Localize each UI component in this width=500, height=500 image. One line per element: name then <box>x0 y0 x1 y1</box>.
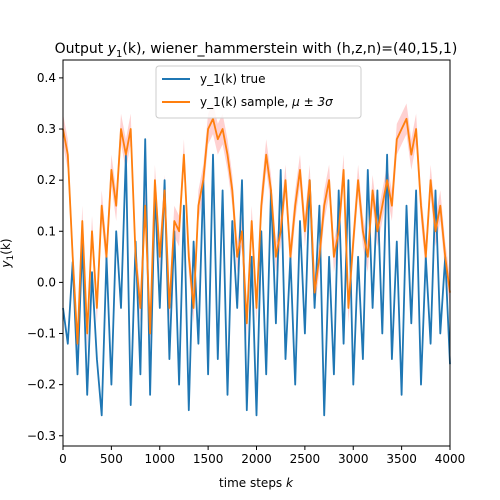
y-tick-label: 0.1 <box>37 224 56 238</box>
y-tick-label: 0.4 <box>37 71 56 85</box>
y-tick-label: 0.3 <box>37 122 56 136</box>
x-tick-label: 2500 <box>290 452 321 466</box>
legend-label-true: y_1(k) true <box>200 72 266 86</box>
x-tick-label: 3500 <box>386 452 417 466</box>
series-lines-layer <box>62 117 451 417</box>
y-tick-label: 0.2 <box>37 173 56 187</box>
y-axis-label: y1(k) <box>0 238 16 268</box>
x-tick-label: 1500 <box>193 452 224 466</box>
y-tick-label: −0.2 <box>27 378 56 392</box>
x-tick-label: 0 <box>59 452 67 466</box>
y-tick-label: 0.0 <box>37 275 56 289</box>
legend: y_1(k) true y_1(k) sample, μ ± 3σ <box>155 65 362 119</box>
legend-label-sample: y_1(k) sample, μ ± 3σ <box>200 95 333 109</box>
chart-title: Output y1(k), wiener_hammerstein with (h… <box>55 41 458 60</box>
y-tick-label: −0.3 <box>27 429 56 443</box>
plot-area <box>62 59 451 447</box>
x-tick-label: 4000 <box>435 452 466 466</box>
x-tick-label: 3000 <box>338 452 369 466</box>
y-tick-label: −0.1 <box>27 327 56 341</box>
x-tick-label: 1000 <box>144 452 175 466</box>
series-line-sample <box>62 117 451 345</box>
series-line-true <box>62 138 451 417</box>
x-axis: 0 500 1000 1500 2000 2500 3000 3500 4000 <box>59 446 465 466</box>
x-tick-label: 2000 <box>241 452 272 466</box>
legend-box <box>155 65 362 119</box>
x-axis-label: time steps k <box>219 476 294 490</box>
y-axis: −0.3 −0.2 −0.1 0.0 0.1 0.2 0.3 0.4 <box>27 71 63 443</box>
x-tick-label: 500 <box>100 452 123 466</box>
